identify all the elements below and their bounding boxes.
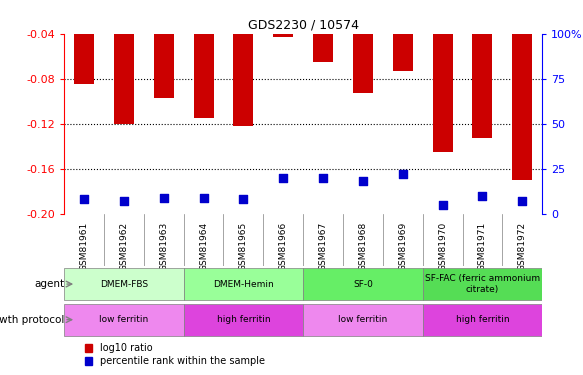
Bar (423, 268, 542, 300)
Text: SF-0: SF-0 (353, 280, 373, 289)
Point (518, 198, 527, 204)
Text: DMEM-FBS: DMEM-FBS (100, 280, 148, 289)
Bar (472, 34, 493, 138)
Bar (194, 34, 213, 118)
Point (438, 202, 447, 208)
Point (478, 193, 487, 199)
Bar (64, 304, 184, 336)
Bar (273, 34, 293, 37)
Text: GSM81964: GSM81964 (199, 222, 208, 271)
Text: GSM81972: GSM81972 (518, 222, 527, 271)
Bar (114, 34, 134, 124)
Bar (353, 34, 373, 93)
Text: GSM81969: GSM81969 (398, 222, 408, 271)
Text: growth protocol: growth protocol (0, 315, 64, 325)
Bar (303, 268, 423, 300)
Bar (64, 268, 184, 300)
Point (199, 195, 208, 201)
Text: DMEM-Hemin: DMEM-Hemin (213, 280, 274, 289)
Text: GSM81965: GSM81965 (239, 222, 248, 271)
Text: GSM81968: GSM81968 (359, 222, 367, 271)
Text: SF-FAC (ferric ammonium
citrate): SF-FAC (ferric ammonium citrate) (425, 274, 540, 294)
Text: agent: agent (34, 279, 64, 289)
Text: GSM81961: GSM81961 (79, 222, 89, 271)
Text: GSM81967: GSM81967 (318, 222, 328, 271)
Title: GDS2230 / 10574: GDS2230 / 10574 (248, 18, 359, 31)
Point (398, 171, 408, 177)
Bar (184, 268, 303, 300)
Bar (433, 34, 452, 152)
Text: low ferritin: low ferritin (338, 315, 388, 324)
Text: GSM81970: GSM81970 (438, 222, 447, 271)
Point (318, 175, 328, 181)
Text: high ferritin: high ferritin (217, 315, 270, 324)
Point (159, 195, 168, 201)
Bar (233, 34, 254, 126)
Bar (313, 34, 333, 62)
Bar (303, 304, 423, 336)
Bar (154, 34, 174, 98)
Point (358, 178, 368, 184)
Bar (393, 34, 413, 71)
Bar (74, 34, 94, 84)
Text: GSM81962: GSM81962 (120, 222, 128, 271)
Point (119, 198, 128, 204)
Text: high ferritin: high ferritin (456, 315, 509, 324)
Bar (184, 304, 303, 336)
Point (239, 196, 248, 202)
Point (79, 196, 89, 202)
Bar (512, 34, 532, 180)
Legend: log10 ratio, percentile rank within the sample: log10 ratio, percentile rank within the … (80, 339, 269, 370)
Text: GSM81963: GSM81963 (159, 222, 168, 271)
Text: GSM81966: GSM81966 (279, 222, 288, 271)
Bar (423, 304, 542, 336)
Text: low ferritin: low ferritin (99, 315, 149, 324)
Text: GSM81971: GSM81971 (478, 222, 487, 271)
Point (279, 175, 288, 181)
